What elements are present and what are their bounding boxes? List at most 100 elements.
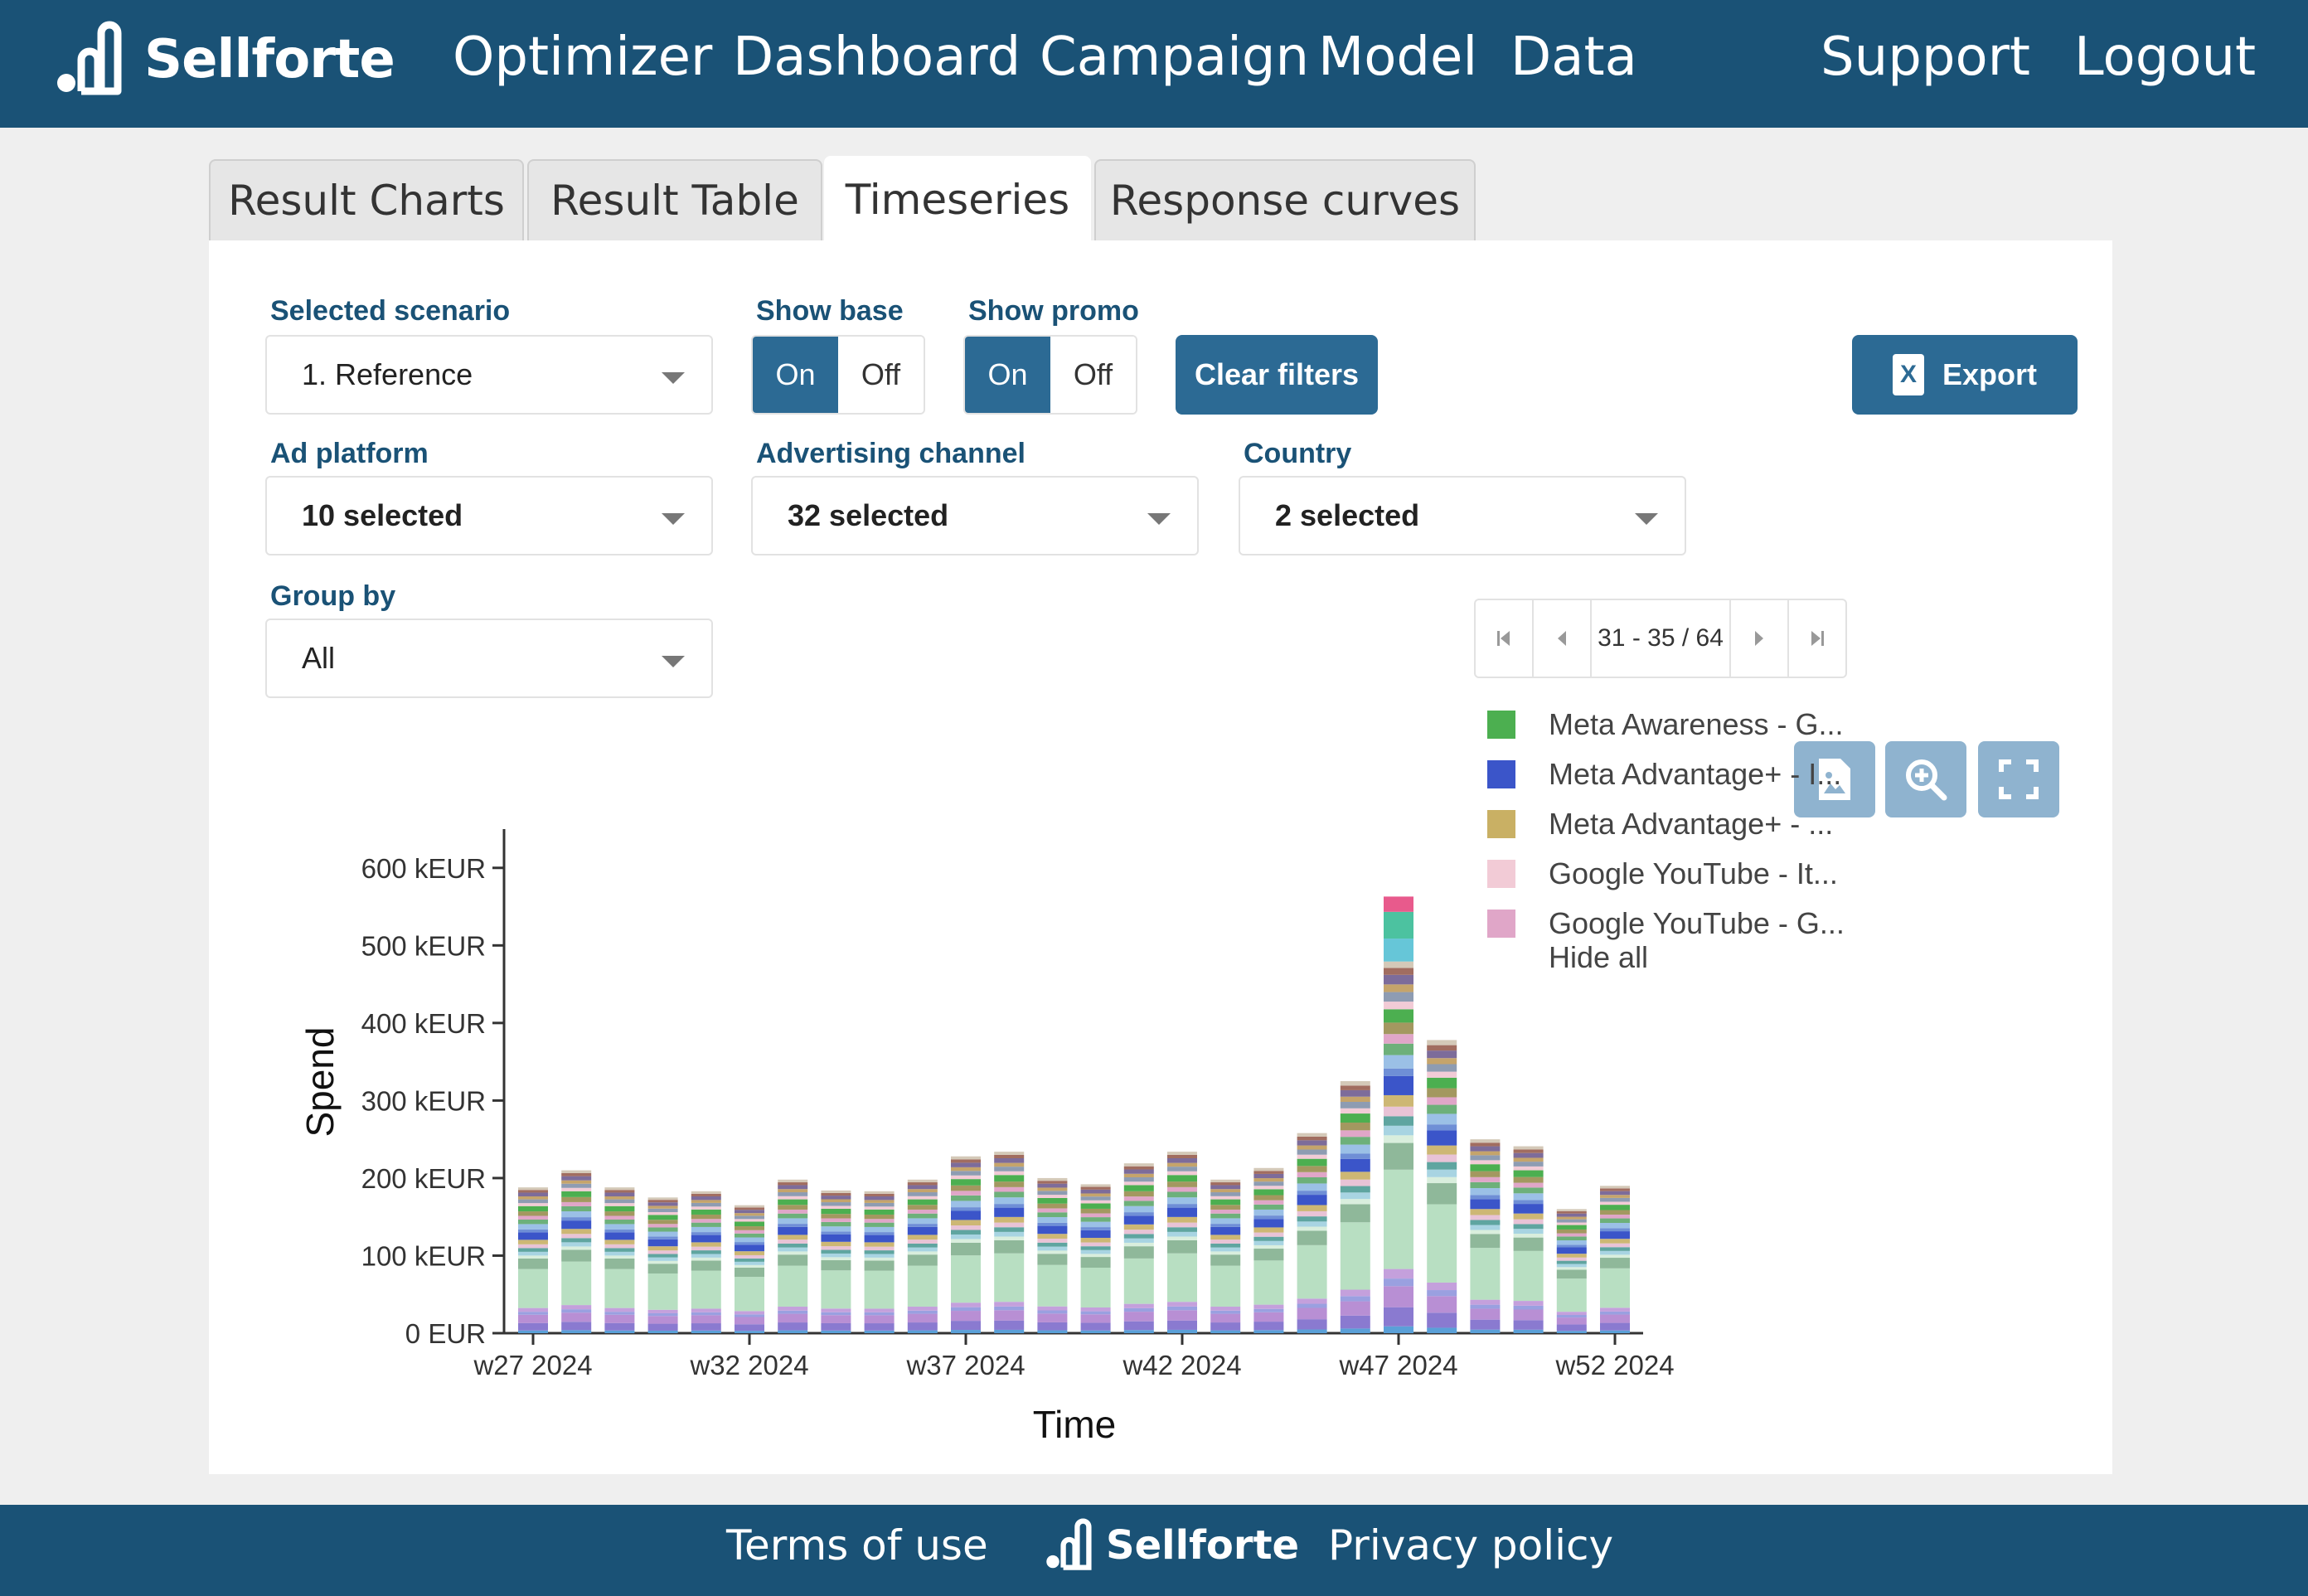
bar-segment — [994, 1191, 1025, 1198]
first-page-button[interactable] — [1476, 600, 1534, 677]
bar-segment — [1297, 1145, 1327, 1150]
tab-result-table[interactable]: Result Table — [527, 159, 822, 240]
clear-filters-button[interactable]: Clear filters — [1176, 335, 1378, 415]
bar-segment — [778, 1189, 808, 1193]
legend-item[interactable]: Meta Advantage+ - ... — [1487, 807, 1833, 841]
bar-segment — [1123, 1321, 1154, 1331]
legend-item[interactable]: Meta Advantage+ - I... — [1487, 757, 1841, 791]
bar-segment — [778, 1235, 808, 1240]
terms-of-use-link[interactable]: Terms of use — [726, 1521, 988, 1569]
nav-dashboard[interactable]: Dashboard — [733, 27, 1021, 88]
bar-segment — [518, 1239, 548, 1244]
bar-segment — [1037, 1234, 1068, 1239]
ad-platform-select[interactable]: 10 selected — [265, 476, 713, 555]
bar-segment — [604, 1205, 635, 1212]
bar-segment — [1470, 1304, 1501, 1309]
bar-segment — [1427, 1071, 1457, 1078]
bar-segment — [1556, 1210, 1587, 1214]
bar-segment — [604, 1199, 635, 1204]
bar-segment — [821, 1308, 851, 1312]
bar-segment — [604, 1244, 635, 1249]
bar-segment — [1253, 1181, 1284, 1186]
nav-optimizer[interactable]: Optimizer — [453, 27, 713, 88]
bar-segment — [778, 1254, 808, 1266]
bar-segment — [994, 1306, 1025, 1311]
bar-segment — [994, 1222, 1025, 1228]
bar-segment — [604, 1239, 635, 1244]
bar-segment — [1037, 1183, 1068, 1188]
nav-campaign[interactable]: Campaign — [1040, 27, 1310, 88]
last-page-button[interactable] — [1787, 600, 1845, 677]
bar-segment — [1167, 1162, 1197, 1167]
bar-segment — [1123, 1191, 1154, 1197]
bar-segment — [1210, 1265, 1241, 1307]
bar-segment — [1556, 1317, 1587, 1325]
bar-segment — [1427, 1130, 1457, 1146]
advertising-channel-select[interactable]: 32 selected — [751, 476, 1199, 555]
bar-segment — [1384, 974, 1413, 985]
nav-model[interactable]: Model — [1318, 27, 1478, 88]
bar-segment — [1253, 1167, 1284, 1172]
sellforte-logo[interactable]: Sellforte — [50, 18, 395, 101]
scenario-select[interactable]: 1. Reference — [265, 335, 713, 415]
fullscreen-button[interactable] — [1978, 741, 2059, 817]
bar-segment — [1080, 1200, 1111, 1204]
bar-segment — [1513, 1233, 1544, 1238]
bar-segment — [1253, 1209, 1284, 1216]
bar-segment — [1384, 1034, 1413, 1044]
bar-segment — [907, 1182, 938, 1186]
bar-segment — [1470, 1329, 1501, 1333]
nav-support[interactable]: Support — [1821, 27, 2030, 88]
legend-item[interactable]: Google YouTube - G... — [1487, 906, 1845, 940]
bar-segment — [907, 1239, 938, 1244]
bar-segment — [1253, 1178, 1284, 1182]
bar-segment — [1513, 1182, 1544, 1188]
bar-segment — [1340, 1108, 1370, 1114]
bar-segment — [1123, 1205, 1154, 1213]
bar-segment — [647, 1309, 678, 1313]
previous-page-button[interactable] — [1534, 600, 1592, 677]
bar-segment — [864, 1260, 895, 1271]
bar-segment — [1167, 1186, 1197, 1192]
bar-segment — [1123, 1238, 1154, 1243]
nav-data[interactable]: Data — [1510, 27, 1637, 88]
bar-segment — [518, 1244, 548, 1249]
bar-segment — [1167, 1236, 1197, 1240]
bar-segment — [821, 1192, 851, 1196]
show-base-off[interactable]: Off — [838, 337, 924, 413]
legend-item[interactable]: Meta Awareness - G... — [1487, 707, 1843, 741]
group-by-select[interactable]: All — [265, 619, 713, 698]
bar-segment — [1427, 1064, 1457, 1072]
bar-segment — [1600, 1228, 1630, 1232]
nav-logout[interactable]: Logout — [2074, 27, 2257, 88]
bar-segment — [1600, 1191, 1630, 1196]
bar-segment — [1297, 1149, 1327, 1155]
privacy-policy-link[interactable]: Privacy policy — [1328, 1521, 1614, 1569]
bar-segment — [821, 1221, 851, 1227]
legend-item[interactable]: Google YouTube - It... — [1487, 856, 1838, 890]
tab-result-charts[interactable]: Result Charts — [209, 159, 524, 240]
bar-segment — [821, 1196, 851, 1200]
hide-all-legend-button[interactable]: Hide all — [1549, 940, 1649, 974]
bar-segment — [821, 1246, 851, 1250]
export-button[interactable]: X Export — [1852, 335, 2078, 415]
country-select[interactable]: 2 selected — [1239, 476, 1686, 555]
tab-timeseries[interactable]: Timeseries — [824, 156, 1091, 242]
bar-segment — [1080, 1184, 1111, 1187]
show-promo-on[interactable]: On — [965, 337, 1050, 413]
show-base-on[interactable]: On — [753, 337, 838, 413]
bar-segment — [691, 1254, 721, 1258]
bar-segment — [1556, 1315, 1587, 1318]
download-image-button[interactable] — [1794, 741, 1875, 817]
bar-segment — [821, 1214, 851, 1219]
bar-segment — [1600, 1186, 1630, 1189]
next-page-button[interactable] — [1729, 600, 1787, 677]
bar-segment — [1427, 1058, 1457, 1065]
show-promo-off[interactable]: Off — [1050, 337, 1136, 413]
bar-segment — [907, 1185, 938, 1190]
bar-segment — [994, 1320, 1025, 1330]
bar-segment — [907, 1310, 938, 1314]
tab-response-curves[interactable]: Response curves — [1094, 159, 1476, 240]
zoom-button[interactable] — [1885, 741, 1966, 817]
bar-segment — [1600, 1223, 1630, 1229]
